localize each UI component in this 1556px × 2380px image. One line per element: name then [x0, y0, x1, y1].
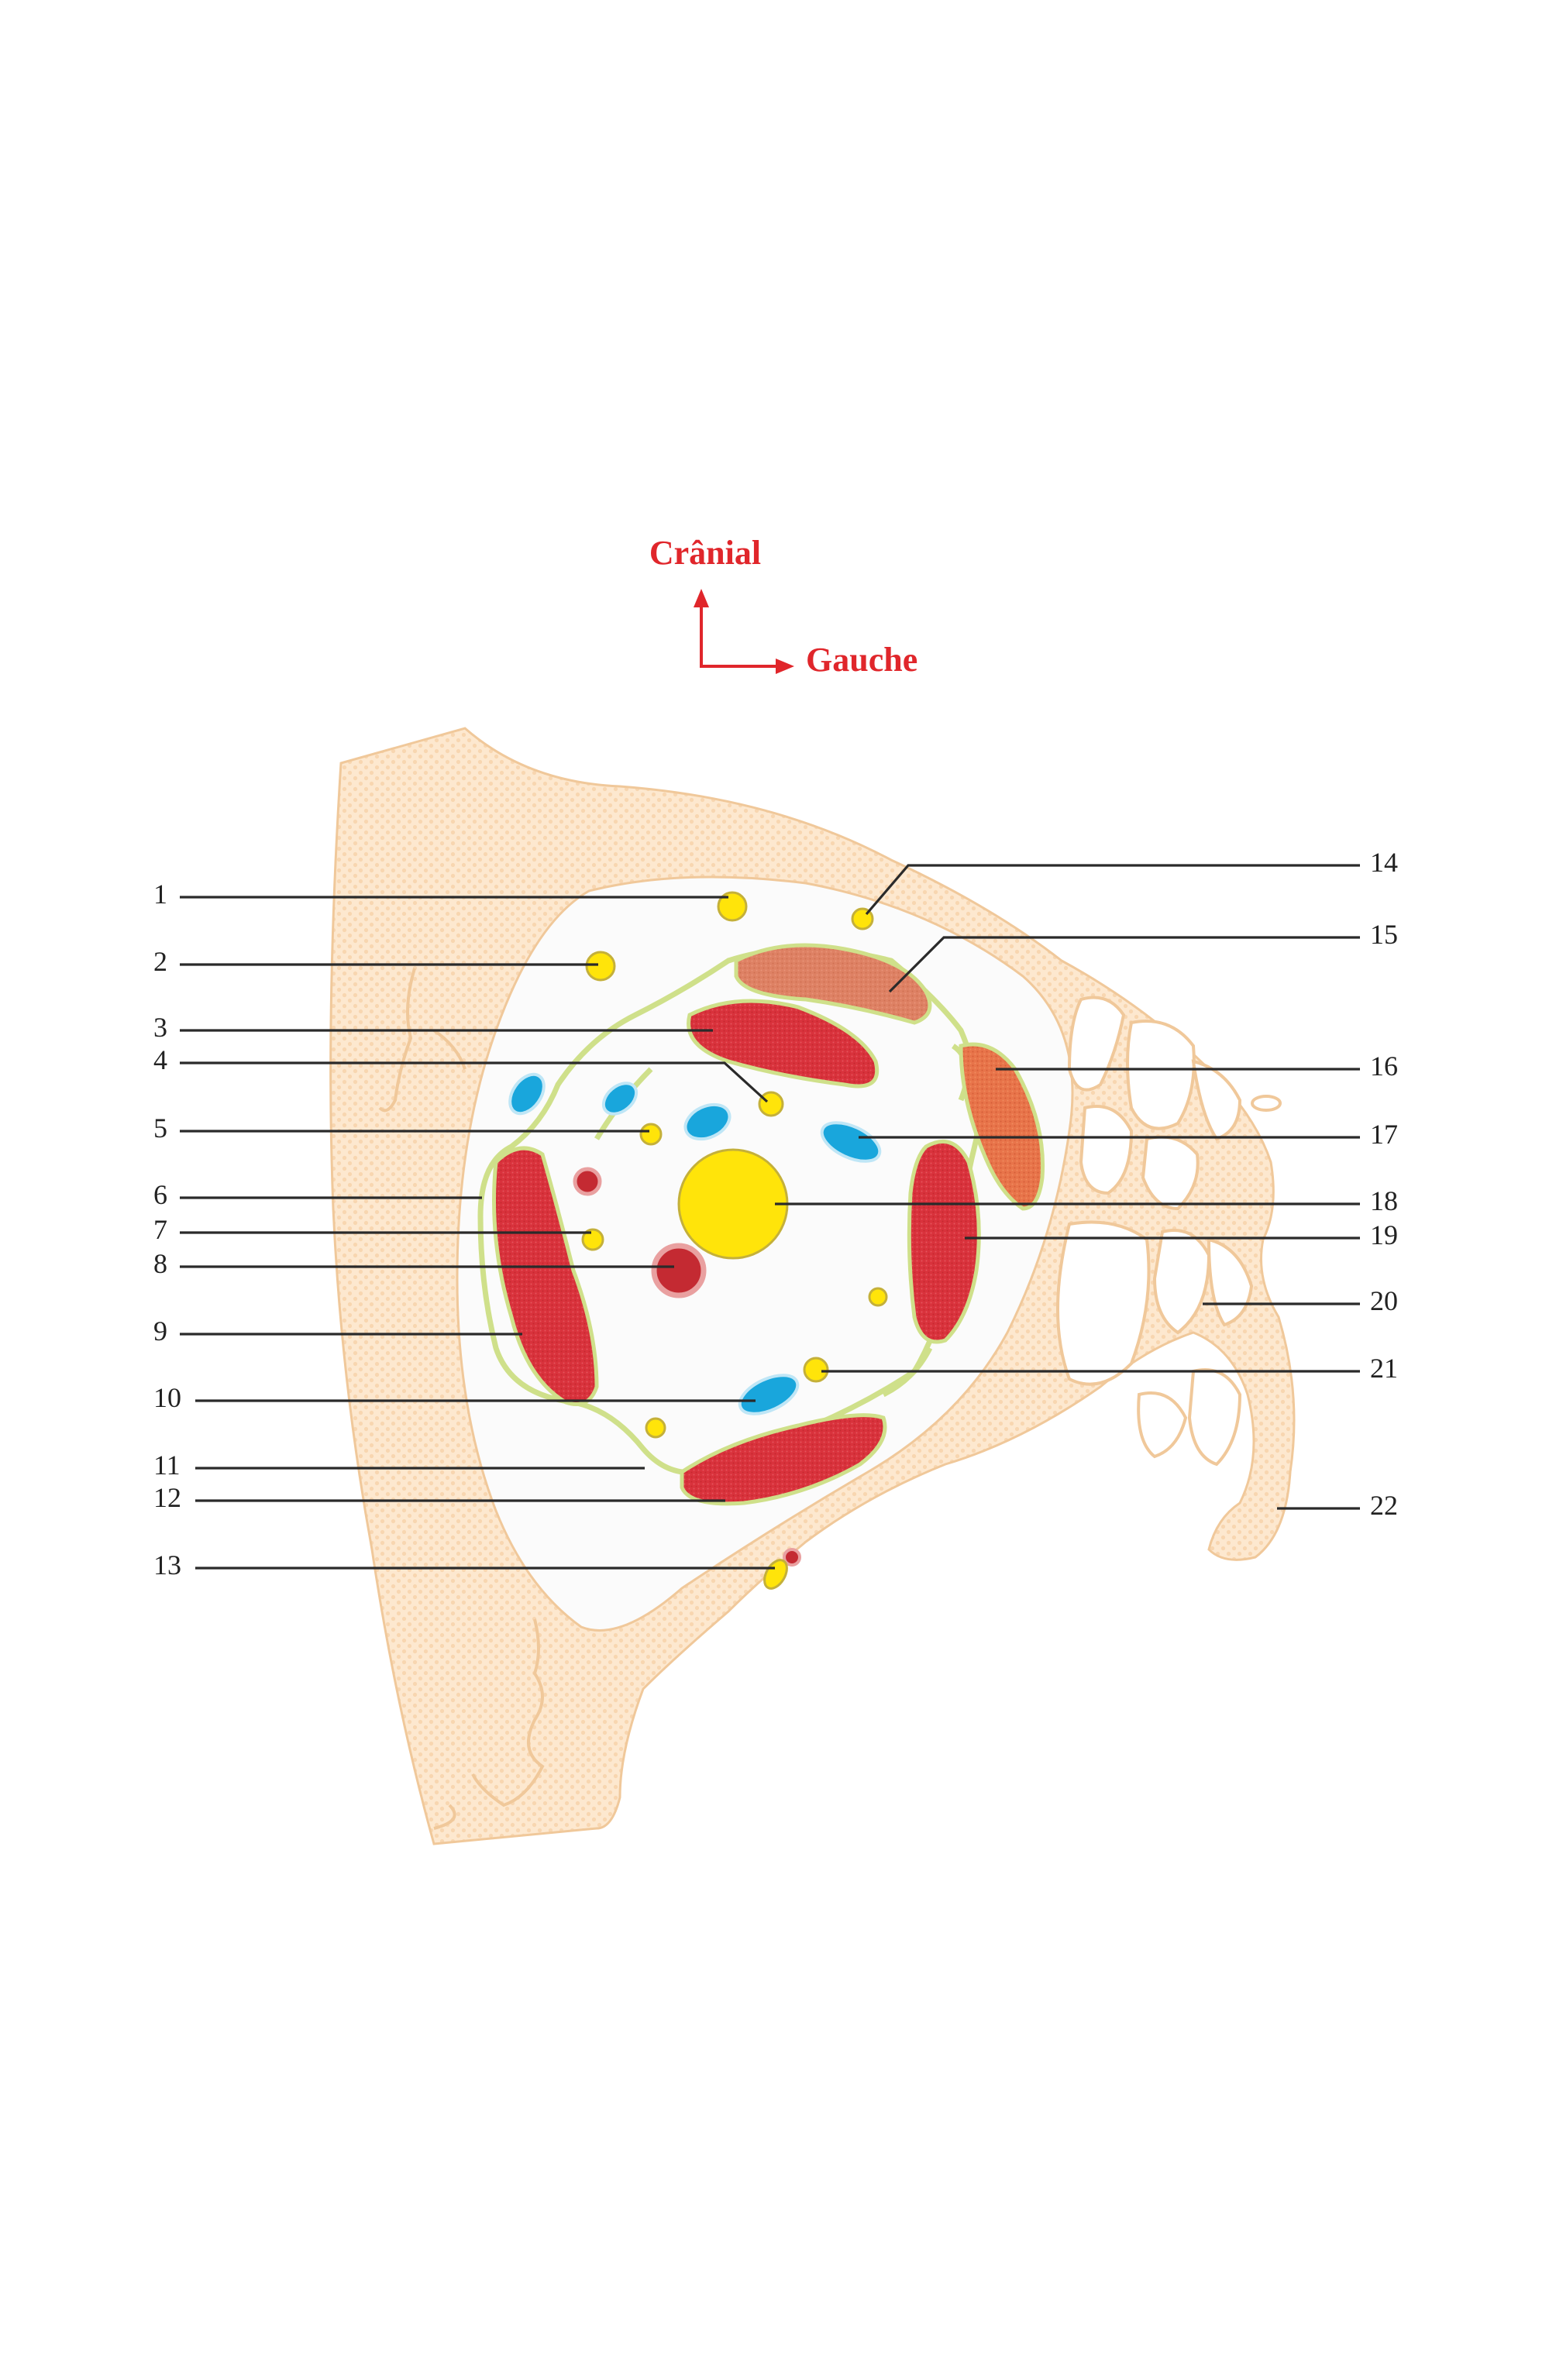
arteries	[573, 1167, 801, 1567]
artery-infraorbital	[783, 1548, 801, 1567]
vein-2	[601, 1082, 639, 1116]
label-18: 18	[1370, 1185, 1398, 1216]
label-14: 14	[1370, 847, 1398, 878]
left-label: Gauche	[806, 641, 917, 679]
ophthalmic-artery	[651, 1243, 707, 1298]
label-13: 13	[153, 1549, 181, 1580]
label-5: 5	[153, 1113, 167, 1144]
lacrimal-gland	[959, 1042, 1045, 1211]
nerve-7	[581, 1228, 604, 1251]
levator-palpebrae-muscle	[734, 943, 932, 1025]
ethmoid-air-cells	[1056, 996, 1282, 1467]
nerve-4	[758, 1091, 784, 1117]
label-7: 7	[153, 1214, 167, 1245]
label-8: 8	[153, 1248, 167, 1279]
artery-small	[573, 1167, 602, 1196]
optic-nerve	[677, 1148, 789, 1260]
veins	[508, 1072, 882, 1415]
label-4: 4	[153, 1044, 167, 1075]
nerve-2	[585, 951, 616, 982]
label-16: 16	[1370, 1051, 1398, 1082]
label-12: 12	[153, 1482, 181, 1513]
left-arrowhead-icon	[776, 659, 794, 674]
superior-ophthalmic-vein	[820, 1121, 882, 1163]
vein-3	[683, 1102, 732, 1141]
nerve-1	[717, 891, 748, 922]
nerve-small	[868, 1287, 888, 1307]
label-9: 9	[153, 1316, 167, 1346]
inferior-ophthalmic-vein	[738, 1374, 800, 1415]
label-1: 1	[153, 879, 167, 910]
label-21: 21	[1370, 1353, 1398, 1384]
orbital-bone	[329, 727, 1296, 1845]
label-22: 22	[1370, 1490, 1398, 1521]
cranial-arrowhead-icon	[694, 589, 709, 607]
nerve-11-area	[645, 1417, 666, 1439]
orientation-indicator: Crânial Gauche	[649, 534, 917, 679]
nerve-21	[803, 1357, 829, 1383]
label-10: 10	[153, 1382, 181, 1413]
superior-rectus-muscle	[687, 999, 879, 1089]
vein-1	[508, 1072, 546, 1116]
label-15: 15	[1370, 919, 1398, 950]
label-17: 17	[1370, 1119, 1398, 1150]
label-3: 3	[153, 1012, 167, 1043]
label-2: 2	[153, 946, 167, 977]
medial-rectus-muscle	[492, 1146, 599, 1406]
label-19: 19	[1370, 1219, 1398, 1250]
cranial-label: Crânial	[649, 534, 761, 572]
label-numbers-left: 1 2 3 4 5 6 7 8 9 10 11 12 13	[153, 879, 181, 1580]
label-20: 20	[1370, 1285, 1398, 1316]
inferior-rectus-muscle	[680, 1413, 887, 1506]
nerve-5	[639, 1123, 663, 1146]
nerves	[581, 891, 888, 1590]
label-6: 6	[153, 1179, 167, 1210]
extraocular-muscles	[492, 943, 1045, 1506]
label-numbers-right: 14 15 16 17 18 19 20 21 22	[1370, 847, 1398, 1521]
leader-lines	[180, 864, 1360, 1570]
lateral-rectus-muscle	[907, 1139, 981, 1344]
label-11: 11	[153, 1450, 181, 1481]
